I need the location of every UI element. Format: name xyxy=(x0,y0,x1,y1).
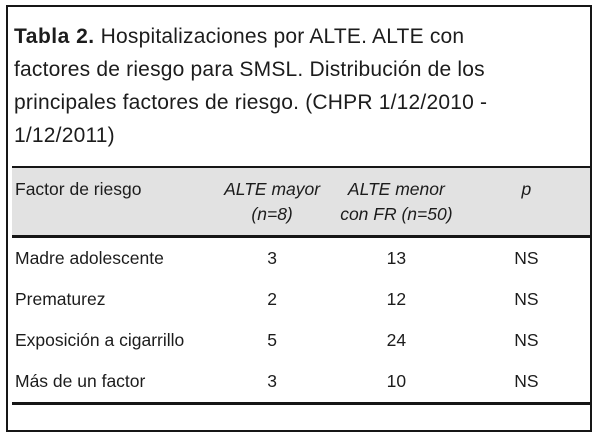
caption-line-4: 1/12/2011) xyxy=(14,124,115,147)
factor-cell: Prematurez xyxy=(15,289,106,309)
p-value-cell: NS xyxy=(514,289,539,309)
table-row-mas-de-un-factor: Más de un factor 3 10 NS xyxy=(12,361,590,405)
header-alte-mayor: ALTE mayor (n=8) xyxy=(214,167,330,237)
header-alte-menor: ALTE menor con FR (n=50) xyxy=(330,167,463,237)
header-alte-menor-line1: ALTE menor xyxy=(347,179,445,199)
p-value-cell: NS xyxy=(462,361,590,405)
table-number-label: Tabla 2. xyxy=(14,25,95,48)
p-value-cell: NS xyxy=(514,330,539,350)
table-head: Factor de riesgo ALTE mayor (n=8) ALTE m… xyxy=(12,167,590,237)
alte-menor-cell: 13 xyxy=(386,248,407,268)
risk-factors-table: Factor de riesgo ALTE mayor (n=8) ALTE m… xyxy=(12,166,590,405)
alte-mayor-cell: 3 xyxy=(214,361,330,405)
alte-mayor-cell: 5 xyxy=(267,330,277,350)
header-alte-mayor-line1: ALTE mayor xyxy=(224,179,321,199)
caption-line-1: Tabla 2. Hospitalizaciones por ALTE. ALT… xyxy=(14,20,586,53)
caption-text-1: Hospitalizaciones por ALTE. ALTE con xyxy=(94,25,465,48)
figure-frame: Tabla 2. Hospitalizaciones por ALTE. ALT… xyxy=(6,5,592,432)
alte-menor-cell: 24 xyxy=(386,330,407,350)
table-row-madre-adolescente: Madre adolescente 3 13 NS xyxy=(12,237,590,280)
header-alte-menor-line2: con FR (n=50) xyxy=(340,204,453,224)
alte-mayor-cell: 3 xyxy=(267,248,277,268)
table-caption: Tabla 2. Hospitalizaciones por ALTE. ALT… xyxy=(14,20,586,152)
header-p-line1: p xyxy=(521,179,532,199)
alte-mayor-cell: 2 xyxy=(267,289,277,309)
caption-line-3: principales factores de riesgo. (CHPR 1/… xyxy=(14,91,488,114)
header-alte-mayor-line2: (n=8) xyxy=(251,204,293,224)
header-p-value: p xyxy=(463,167,590,237)
factor-cell: Madre adolescente xyxy=(15,248,164,268)
alte-menor-cell: 12 xyxy=(386,289,407,309)
header-factor-de-riesgo: Factor de riesgo xyxy=(12,167,214,237)
table-body: Madre adolescente 3 13 NS Prematurez 2 1… xyxy=(12,237,590,405)
caption-line-2: factores de riesgo para SMSL. Distribuci… xyxy=(14,58,485,81)
factor-cell: Más de un factor xyxy=(12,361,215,405)
p-value-cell: NS xyxy=(514,248,539,268)
table-row-prematurez: Prematurez 2 12 NS xyxy=(12,279,590,320)
table-header-row: Factor de riesgo ALTE mayor (n=8) ALTE m… xyxy=(12,167,590,237)
table-row-exposicion-a-cigarrillo: Exposición a cigarrillo 5 24 NS xyxy=(12,320,590,361)
factor-cell: Exposición a cigarrillo xyxy=(15,330,185,350)
alte-menor-cell: 10 xyxy=(329,361,463,405)
header-factor-line1: Factor de riesgo xyxy=(15,179,142,199)
